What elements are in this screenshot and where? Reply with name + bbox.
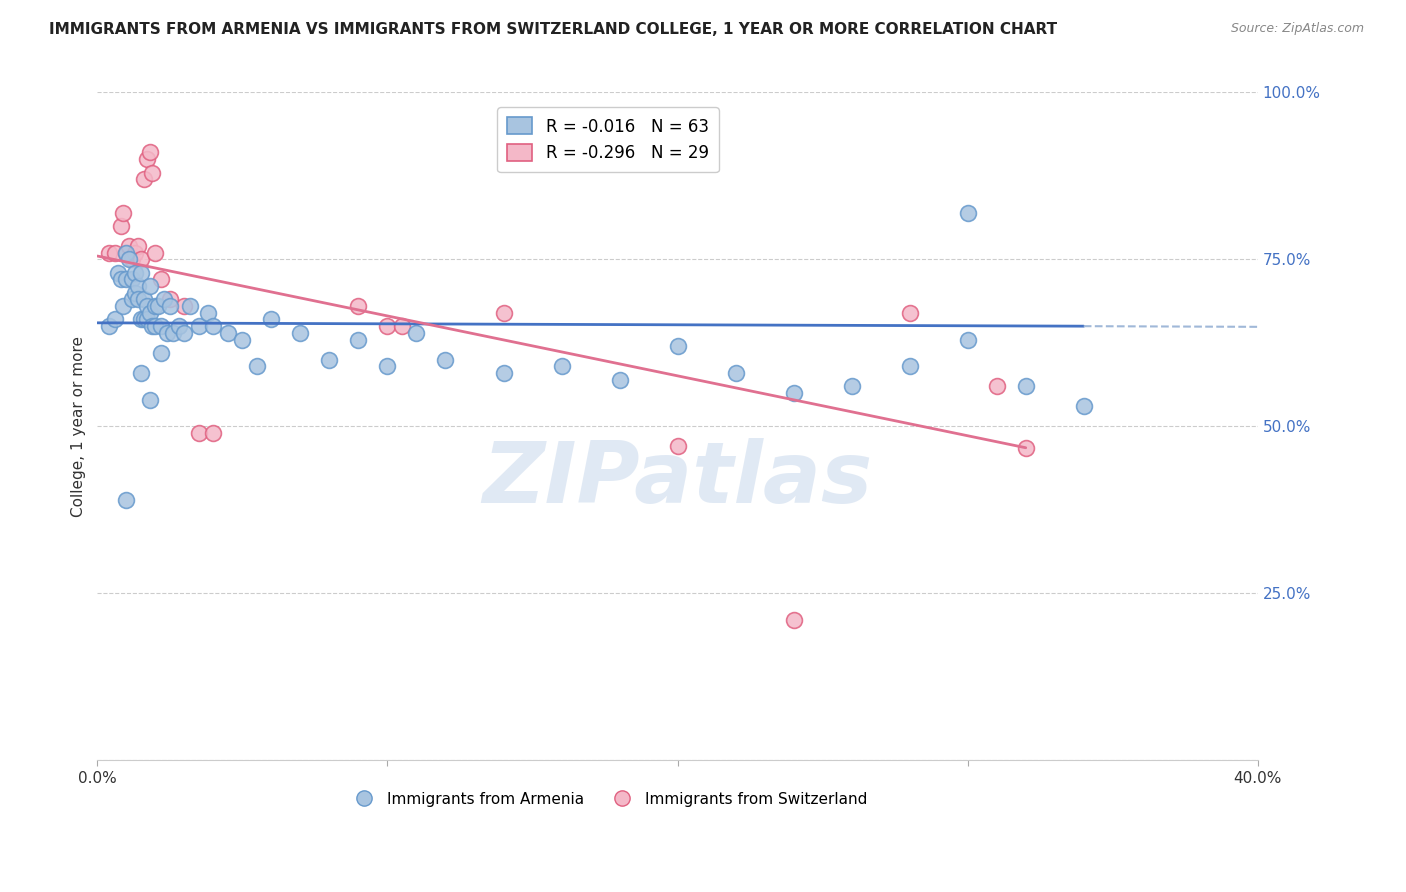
- Point: [1015, 379, 1038, 393]
- Point: [97, 319, 120, 334]
- Point: [135, 312, 157, 326]
- Point: [347, 333, 370, 347]
- Point: [159, 293, 181, 307]
- Point: [129, 366, 152, 380]
- Point: [405, 326, 427, 340]
- Point: [150, 272, 173, 286]
- Point: [492, 366, 515, 380]
- Point: [156, 326, 179, 340]
- Point: [159, 299, 181, 313]
- Point: [377, 359, 399, 374]
- Point: [153, 293, 176, 307]
- Point: [148, 299, 170, 313]
- Point: [118, 252, 141, 267]
- Point: [132, 312, 155, 326]
- Point: [898, 359, 921, 374]
- Point: [124, 245, 146, 260]
- Point: [124, 266, 146, 280]
- Point: [124, 285, 146, 300]
- Point: [318, 352, 340, 367]
- Point: [135, 299, 157, 313]
- Point: [121, 293, 143, 307]
- Point: [167, 319, 190, 334]
- Point: [260, 312, 283, 326]
- Point: [115, 272, 138, 286]
- Point: [112, 205, 135, 219]
- Point: [173, 299, 195, 313]
- Point: [129, 252, 152, 267]
- Point: [550, 359, 572, 374]
- Point: [782, 386, 804, 401]
- Text: ZIPatlas: ZIPatlas: [482, 438, 873, 521]
- Point: [135, 152, 157, 166]
- Point: [150, 319, 173, 334]
- Point: [986, 379, 1008, 393]
- Point: [377, 319, 399, 334]
- Text: IMMIGRANTS FROM ARMENIA VS IMMIGRANTS FROM SWITZERLAND COLLEGE, 1 YEAR OR MORE C: IMMIGRANTS FROM ARMENIA VS IMMIGRANTS FR…: [49, 22, 1057, 37]
- Point: [141, 319, 163, 334]
- Point: [150, 346, 173, 360]
- Point: [110, 272, 132, 286]
- Point: [202, 319, 225, 334]
- Point: [129, 266, 152, 280]
- Text: Source: ZipAtlas.com: Source: ZipAtlas.com: [1230, 22, 1364, 36]
- Point: [115, 245, 138, 260]
- Point: [187, 425, 209, 440]
- Point: [666, 339, 689, 353]
- Point: [173, 326, 195, 340]
- Point: [197, 306, 219, 320]
- Point: [434, 352, 457, 367]
- Point: [118, 239, 141, 253]
- Point: [609, 373, 631, 387]
- Point: [956, 333, 979, 347]
- Point: [492, 306, 515, 320]
- Point: [217, 326, 239, 340]
- Point: [132, 172, 155, 186]
- Point: [202, 425, 225, 440]
- Point: [347, 299, 370, 313]
- Point: [138, 279, 160, 293]
- Point: [724, 366, 747, 380]
- Point: [145, 245, 167, 260]
- Point: [290, 326, 312, 340]
- Y-axis label: College, 1 year or more: College, 1 year or more: [72, 336, 86, 516]
- Point: [231, 333, 253, 347]
- Point: [121, 252, 143, 267]
- Point: [841, 379, 863, 393]
- Point: [110, 219, 132, 233]
- Point: [898, 306, 921, 320]
- Point: [782, 613, 804, 627]
- Point: [138, 392, 160, 407]
- Point: [127, 293, 149, 307]
- Point: [179, 299, 201, 313]
- Point: [115, 492, 138, 507]
- Point: [121, 272, 143, 286]
- Point: [391, 319, 413, 334]
- Point: [97, 245, 120, 260]
- Point: [104, 245, 127, 260]
- Point: [956, 205, 979, 219]
- Point: [138, 145, 160, 160]
- Point: [145, 319, 167, 334]
- Point: [145, 299, 167, 313]
- Point: [129, 312, 152, 326]
- Point: [1073, 400, 1095, 414]
- Point: [666, 439, 689, 453]
- Point: [187, 319, 209, 334]
- Point: [132, 293, 155, 307]
- Point: [1015, 441, 1038, 455]
- Point: [138, 306, 160, 320]
- Point: [112, 299, 135, 313]
- Point: [246, 359, 269, 374]
- Legend: Immigrants from Armenia, Immigrants from Switzerland: Immigrants from Armenia, Immigrants from…: [343, 786, 873, 813]
- Point: [127, 279, 149, 293]
- Point: [162, 326, 184, 340]
- Point: [104, 312, 127, 326]
- Point: [115, 245, 138, 260]
- Point: [127, 239, 149, 253]
- Point: [107, 266, 129, 280]
- Point: [141, 165, 163, 179]
